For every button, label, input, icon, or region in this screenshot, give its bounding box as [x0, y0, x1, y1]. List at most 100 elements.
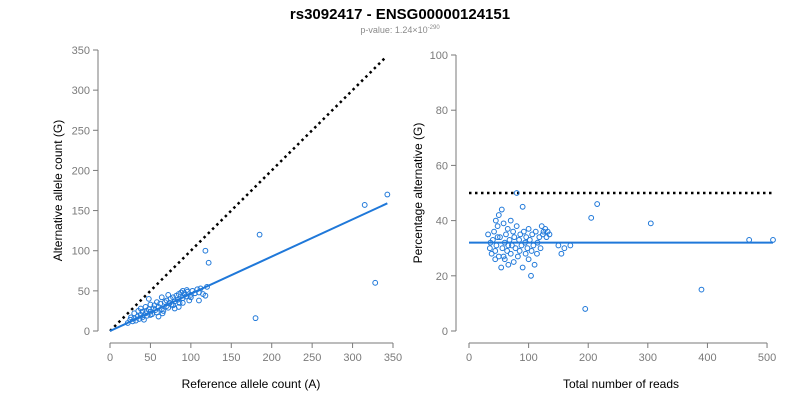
- data-point: [165, 291, 172, 298]
- data-point: [525, 225, 532, 232]
- data-point: [513, 190, 520, 196]
- data-point: [205, 259, 212, 266]
- data-point: [511, 234, 518, 241]
- data-point: [567, 242, 574, 249]
- data-point: [196, 297, 202, 304]
- data-point: [588, 214, 595, 221]
- data-point: [175, 304, 182, 310]
- data-point: [493, 242, 500, 249]
- data-point: [531, 261, 538, 268]
- data-point: [506, 237, 513, 243]
- data-point: [145, 295, 152, 302]
- data-point: [529, 231, 536, 238]
- data-point: [256, 231, 263, 238]
- data-point: [492, 217, 499, 224]
- data-point: [497, 234, 503, 241]
- chart-subtitle: p-value: 1.24×10-290: [0, 25, 800, 35]
- x-tick-label: 200: [579, 352, 597, 364]
- data-point: [139, 308, 146, 315]
- data-point: [494, 234, 501, 241]
- data-point: [517, 231, 524, 238]
- p-value-exponent: -290: [427, 25, 440, 31]
- data-point: [179, 300, 186, 306]
- data-point: [485, 231, 491, 238]
- data-point: [505, 261, 512, 268]
- data-point: [137, 305, 144, 312]
- data-point: [770, 237, 776, 243]
- x-tick-label: 0: [107, 352, 113, 364]
- data-point: [528, 272, 534, 279]
- data-point: [501, 256, 508, 263]
- data-point: [523, 234, 530, 241]
- data-point: [561, 245, 568, 252]
- data-point: [504, 248, 511, 254]
- y-tick-label: 150: [72, 206, 90, 218]
- data-point: [520, 228, 527, 235]
- data-point: [128, 314, 134, 321]
- data-point: [147, 301, 154, 308]
- data-point: [361, 202, 368, 208]
- data-point: [176, 300, 183, 306]
- y-axis-label: Percentage alternative (G): [411, 123, 425, 264]
- x-tick-label: 0: [466, 352, 472, 364]
- data-point: [491, 228, 497, 235]
- x-tick-label: 300: [343, 352, 361, 364]
- fit-line: [109, 202, 388, 332]
- data-point: [582, 306, 589, 312]
- x-tick-label: 400: [698, 352, 716, 364]
- data-point: [519, 203, 526, 210]
- data-point: [546, 231, 553, 238]
- data-point: [155, 313, 162, 320]
- data-point: [594, 201, 601, 207]
- data-point: [746, 237, 753, 243]
- y-axis-label: Alternative allele count (G): [51, 120, 65, 261]
- data-point: [372, 279, 379, 286]
- percentage-alternative-scatter: 0 100 200 300 400 500 0 20 40 60 80 100 Total number…: [411, 50, 776, 391]
- data-point: [486, 245, 493, 252]
- x-tick-label: 300: [639, 352, 657, 364]
- data-point: [528, 248, 535, 254]
- data-point: [698, 286, 705, 293]
- data-point: [514, 253, 521, 260]
- y-tick-label: 0: [84, 326, 90, 338]
- y-tick-label: 100: [72, 246, 90, 258]
- data-point: [142, 304, 149, 310]
- data-point: [494, 223, 501, 230]
- x-tick-label: 100: [519, 352, 537, 364]
- data-point: [536, 234, 543, 241]
- data-point: [513, 223, 520, 230]
- data-point: [499, 245, 506, 252]
- data-point: [178, 289, 185, 296]
- data-point: [492, 256, 499, 263]
- y-tick-label: 40: [436, 216, 448, 228]
- data-point: [512, 245, 519, 252]
- data-point: [384, 191, 391, 198]
- allele-count-scatter: 0 50 100 150 200 250 300 350 0 50 100 150 200 250 300 3…: [51, 45, 402, 391]
- data-point: [540, 231, 546, 238]
- y-tick-label: 80: [436, 105, 448, 117]
- data-point: [500, 253, 507, 260]
- data-point: [555, 242, 562, 249]
- data-point: [252, 315, 259, 322]
- data-point: [524, 245, 531, 252]
- data-point: [534, 250, 540, 257]
- data-point: [165, 304, 172, 311]
- y-tick-label: 250: [72, 125, 90, 137]
- data-point: [505, 242, 512, 249]
- data-point: [141, 316, 147, 323]
- data-point: [202, 292, 209, 299]
- data-point: [525, 256, 532, 263]
- x-tick-label: 200: [263, 352, 281, 364]
- data-point: [159, 310, 166, 317]
- data-point: [507, 217, 514, 224]
- data-point: [158, 294, 165, 301]
- data-point: [504, 225, 511, 232]
- x-tick-label: 350: [384, 352, 402, 364]
- data-point: [495, 212, 502, 218]
- data-point: [526, 237, 533, 243]
- data-point: [519, 264, 526, 271]
- x-axis-label: Total number of reads: [563, 377, 679, 391]
- data-point: [507, 250, 514, 257]
- y-tick-label: 100: [430, 50, 448, 62]
- data-point: [510, 259, 517, 265]
